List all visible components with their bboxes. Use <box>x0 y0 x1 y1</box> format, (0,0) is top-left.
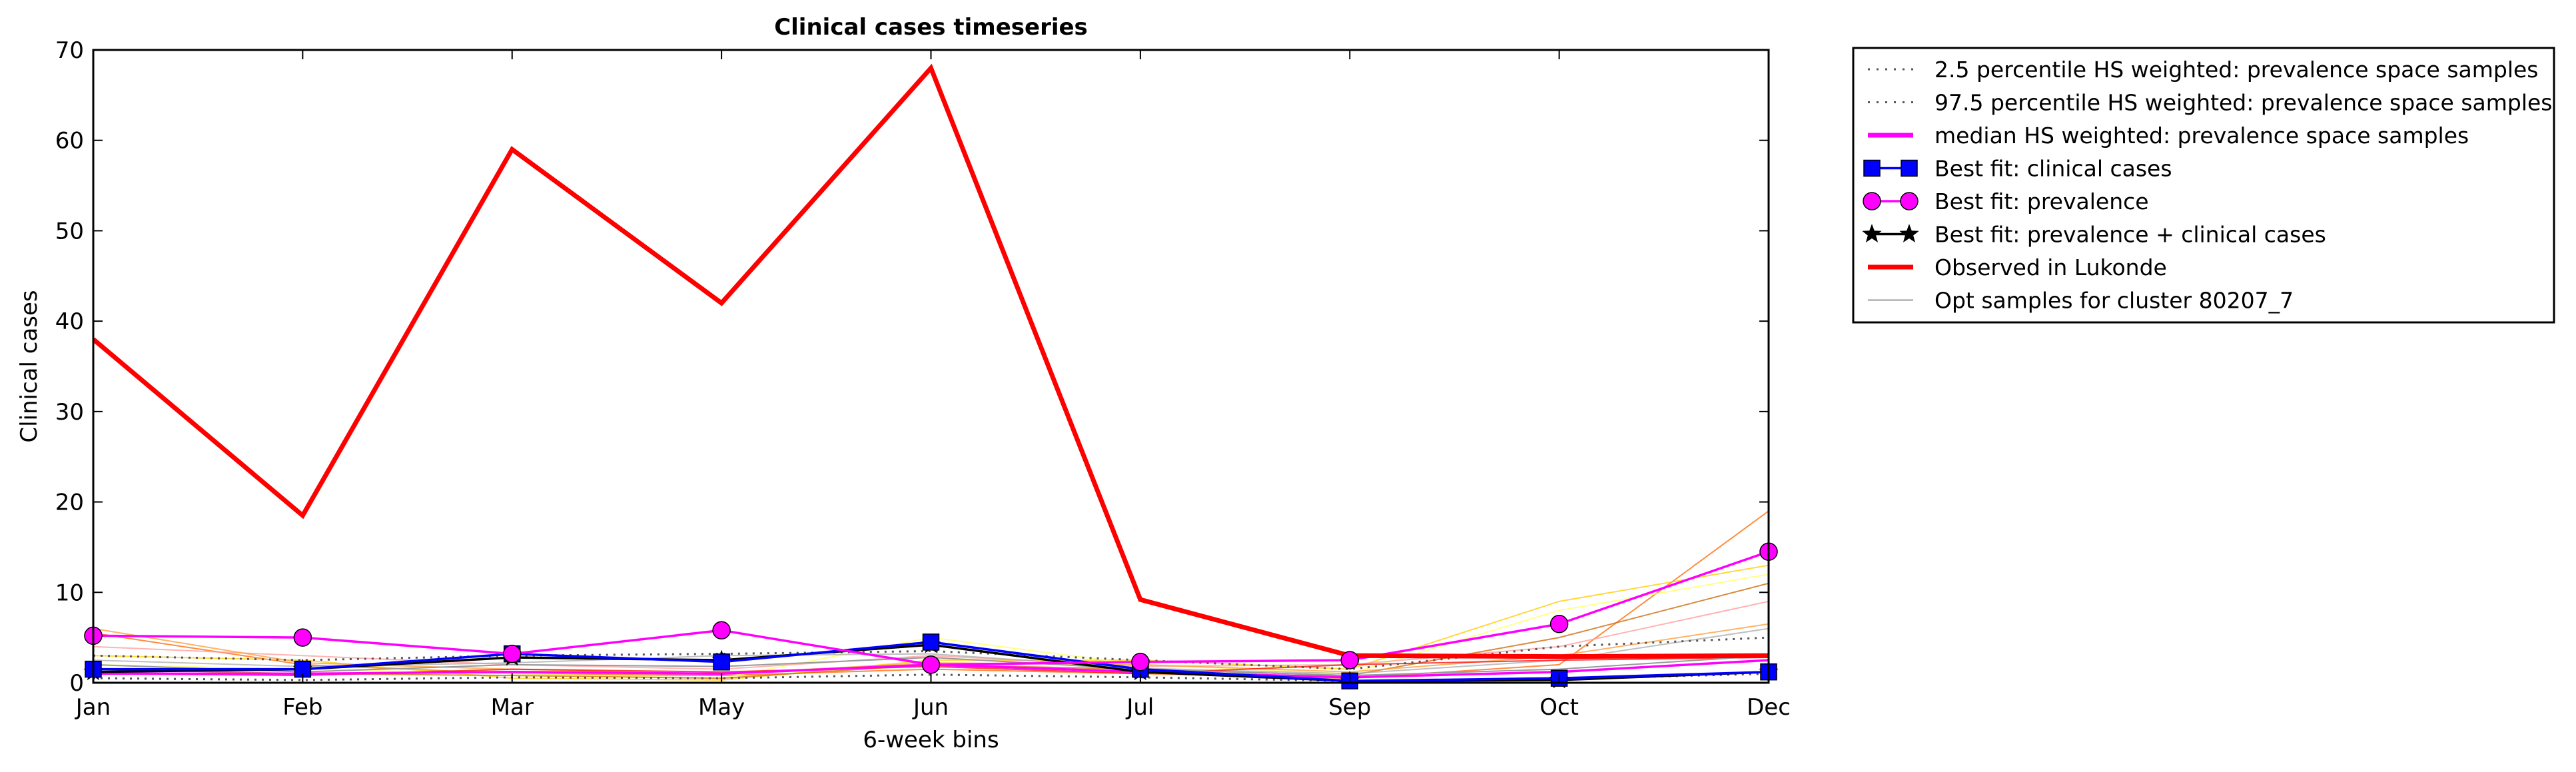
legend-item-7: Opt samples for cluster 80207_7 <box>1868 288 2294 314</box>
series-1 <box>93 636 1769 671</box>
legend-label: median HS weighted: prevalence space sam… <box>1934 123 2469 149</box>
x-tick-label: Jun <box>912 694 949 721</box>
legend-box <box>1852 47 2555 324</box>
series-line-1 <box>93 636 1769 671</box>
x-tick-label: Jul <box>1125 694 1154 721</box>
y-tick-label: 70 <box>55 37 84 64</box>
point-series-4-6 <box>1340 651 1359 669</box>
legend-label: Opt samples for cluster 80207_7 <box>1934 288 2294 314</box>
point-series-3-3 <box>713 653 730 671</box>
marker-group <box>83 542 1779 690</box>
point-series-3-4 <box>922 633 940 651</box>
series-line-0 <box>93 672 1769 682</box>
y-tick-label: 50 <box>55 218 84 244</box>
x-tick-label: Jan <box>75 694 111 721</box>
point-series-4-3 <box>712 621 731 640</box>
plot-frame <box>92 49 1770 684</box>
series-0 <box>93 672 1769 682</box>
legend-marker <box>1899 224 1919 242</box>
x-tick-label: May <box>698 694 745 721</box>
sample-line-0 <box>93 510 1769 679</box>
legend-label: Best fit: prevalence + clinical cases <box>1934 222 2326 248</box>
legend-marker <box>1863 159 1881 177</box>
x-tick-label: Sep <box>1328 694 1371 721</box>
point-series-4-5 <box>1131 653 1150 671</box>
legend-item-0: 2.5 percentile HS weighted: prevalence s… <box>1868 57 2539 83</box>
y-tick-label: 20 <box>55 490 84 516</box>
axes: 0 10 20 30 40 50 60 70 Jan Feb Mar May Jun Jul Sep Oct D… <box>55 37 1791 721</box>
legend-item-4: Best fit: prevalence <box>1863 189 2149 214</box>
x-axis-title: 6-week bins <box>863 727 999 753</box>
y-axis-title: Clinical cases <box>16 290 43 442</box>
x-tick-label: Mar <box>491 694 534 721</box>
series-line-6 <box>93 63 1769 659</box>
legend-item-3: Best fit: clinical cases <box>1863 156 2172 182</box>
legend-item-5: Best fit: prevalence + clinical cases <box>1862 222 2326 248</box>
legend-marker <box>1900 192 1919 210</box>
legend-marker <box>1901 159 1918 177</box>
plot-area <box>83 63 1779 690</box>
y-tick-label: 60 <box>55 128 84 155</box>
legend-item-6: Observed in Lukonde <box>1868 254 2167 280</box>
legend-label: 97.5 percentile HS weighted: prevalence … <box>1934 90 2553 116</box>
point-series-4-1 <box>293 628 312 647</box>
x-tick-label: Oct <box>1539 694 1579 721</box>
y-tick-label: 0 <box>69 670 84 697</box>
legend-item-1: 97.5 percentile HS weighted: prevalence … <box>1868 90 2553 116</box>
chart-title: Clinical cases timeseries <box>774 14 1088 41</box>
legend-label: Best fit: clinical cases <box>1934 156 2172 182</box>
legend-marker <box>1863 192 1881 210</box>
legend-label: 2.5 percentile HS weighted: prevalence s… <box>1934 57 2539 83</box>
legend-label: Observed in Lukonde <box>1934 254 2167 280</box>
x-tick-label: Feb <box>282 694 322 721</box>
point-series-4-2 <box>503 644 522 663</box>
series-group <box>93 63 1769 683</box>
y-tick-label: 30 <box>55 399 84 426</box>
point-series-4-4 <box>921 655 941 674</box>
legend-item-2: median HS weighted: prevalence space sam… <box>1868 123 2469 149</box>
legend: 2.5 percentile HS weighted: prevalence s… <box>1852 47 2555 324</box>
y-tick-label: 10 <box>55 579 84 606</box>
series-6 <box>93 63 1769 659</box>
legend-label: Best fit: prevalence <box>1934 189 2149 214</box>
x-tick-label: Dec <box>1747 694 1791 721</box>
point-series-4-7 <box>1549 615 1569 633</box>
legend-marker <box>1862 224 1882 242</box>
y-tick-label: 40 <box>55 308 84 335</box>
